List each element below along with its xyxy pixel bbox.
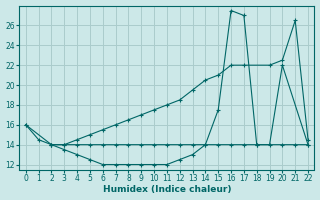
X-axis label: Humidex (Indice chaleur): Humidex (Indice chaleur) bbox=[103, 185, 231, 194]
